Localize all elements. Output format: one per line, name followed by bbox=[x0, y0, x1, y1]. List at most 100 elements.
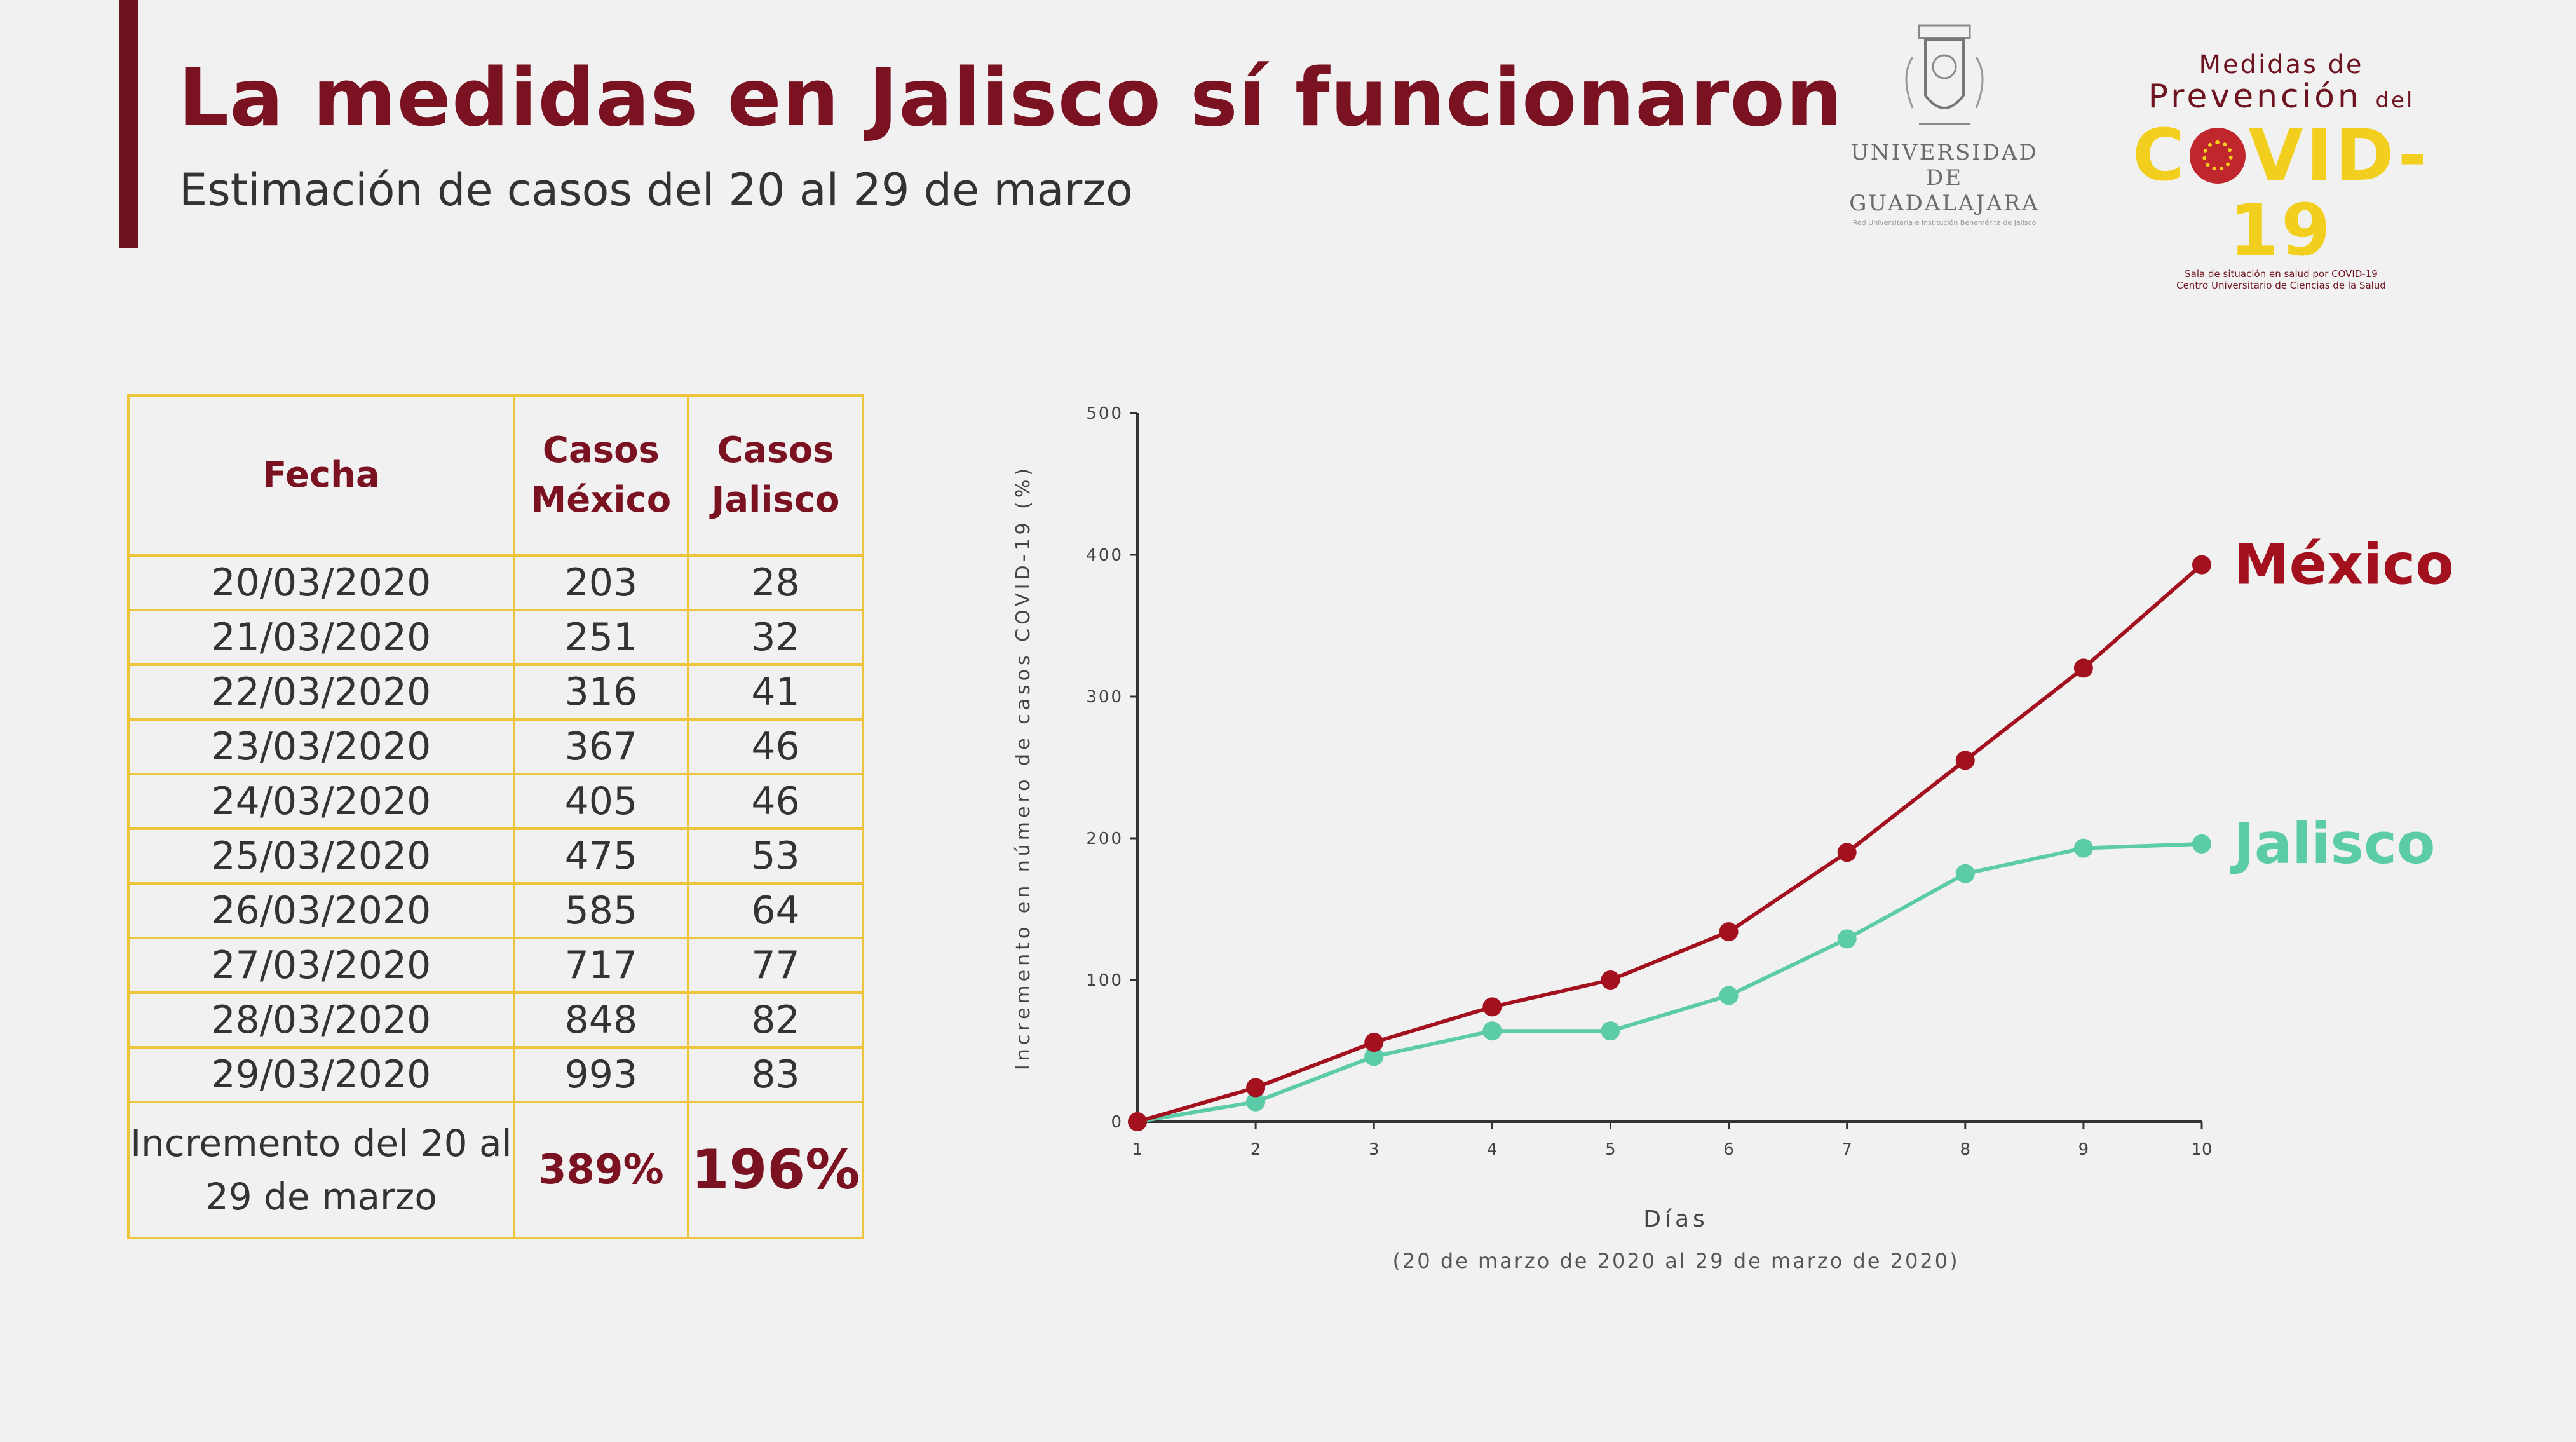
data-point-jalisco bbox=[1246, 1092, 1266, 1112]
table-body: 20/03/2020 203 28 21/03/2020 251 32 22/03/2020… bbox=[127, 554, 864, 1103]
table-row: 25/03/2020 475 53 bbox=[127, 827, 864, 885]
increment-mexico: 389% bbox=[512, 1101, 690, 1239]
data-point-mexico bbox=[1364, 1033, 1384, 1052]
y-tick-label: 100 bbox=[1086, 971, 1123, 990]
cell-fecha: 27/03/2020 bbox=[127, 937, 515, 994]
cell-fecha: 23/03/2020 bbox=[127, 718, 515, 775]
cell-casos-mexico: 251 bbox=[512, 609, 690, 666]
series-label-mexico: México bbox=[2234, 532, 2454, 597]
data-point-jalisco bbox=[1719, 986, 1739, 1005]
cell-casos-jalisco: 32 bbox=[687, 609, 864, 666]
y-ticks: 0 100 200 300 400 500 bbox=[1086, 404, 1137, 1132]
x-ticks: 1 2 3 4 5 6 7 8 9 10 bbox=[1132, 1122, 2213, 1159]
header-casos-jalisco: Casos Jalisco bbox=[687, 394, 864, 557]
x-axis-label: Días bbox=[1643, 1206, 1709, 1232]
data-point-mexico bbox=[1719, 922, 1739, 942]
data-point-jalisco bbox=[1955, 864, 1975, 883]
campaign-brand-end: VID-19 bbox=[2229, 114, 2430, 272]
cell-fecha: 26/03/2020 bbox=[127, 882, 515, 939]
cell-casos-jalisco: 46 bbox=[687, 773, 864, 830]
y-tick-label: 200 bbox=[1086, 829, 1123, 848]
table-row: 22/03/2020 316 41 bbox=[127, 663, 864, 721]
university-name-line2: GUADALAJARA bbox=[1849, 191, 2040, 216]
cell-casos-jalisco: 46 bbox=[687, 718, 864, 775]
title-accent-bar bbox=[119, 0, 138, 248]
data-point-mexico bbox=[1837, 843, 1857, 862]
slide-subtitle: Estimación de casos del 20 al 29 de marz… bbox=[179, 164, 1133, 216]
x-tick-label: 4 bbox=[1487, 1140, 1498, 1159]
cell-fecha: 22/03/2020 bbox=[127, 663, 515, 721]
increment-jalisco: 196% bbox=[687, 1101, 864, 1239]
data-point-mexico bbox=[1482, 997, 1502, 1017]
cell-fecha: 25/03/2020 bbox=[127, 827, 515, 885]
cell-casos-jalisco: 53 bbox=[687, 827, 864, 885]
cell-fecha: 29/03/2020 bbox=[127, 1046, 515, 1103]
x-tick-label: 5 bbox=[1605, 1140, 1616, 1159]
data-point-mexico bbox=[1601, 970, 1620, 990]
campaign-brand-start: C bbox=[2132, 114, 2188, 197]
series-labels: México Jalisco bbox=[2230, 532, 2454, 876]
y-tick-label: 300 bbox=[1086, 688, 1123, 707]
table-row: 24/03/2020 405 46 bbox=[127, 773, 864, 830]
university-tagline: Red Universitaria e Institución Beneméri… bbox=[1852, 219, 2037, 227]
header-casos-mexico: Casos México bbox=[512, 394, 690, 557]
cell-casos-jalisco: 83 bbox=[687, 1046, 864, 1103]
campaign-line1: Medidas de bbox=[2199, 50, 2364, 79]
data-point-mexico bbox=[2192, 555, 2211, 575]
data-point-jalisco bbox=[1482, 1021, 1502, 1041]
cell-casos-jalisco: 77 bbox=[687, 937, 864, 994]
university-logo: UNIVERSIDAD DE GUADALAJARA Red Universit… bbox=[1840, 19, 2049, 227]
campaign-line2: Prevención bbox=[2148, 78, 2362, 116]
cell-casos-jalisco: 41 bbox=[687, 663, 864, 721]
data-point-jalisco bbox=[2073, 838, 2093, 858]
slide-title: La medidas en Jalisco sí funcionaron bbox=[178, 51, 1843, 144]
increment-label: Incremento del 20 al 29 de marzo bbox=[127, 1101, 515, 1239]
cell-fecha: 28/03/2020 bbox=[127, 991, 515, 1049]
data-point-jalisco bbox=[1837, 929, 1857, 949]
table-row: 21/03/2020 251 32 bbox=[127, 609, 864, 666]
campaign-brand: C VID-19 bbox=[2103, 118, 2459, 268]
header-fecha: Fecha bbox=[127, 394, 515, 557]
cell-fecha: 21/03/2020 bbox=[127, 609, 515, 666]
x-tick-label: 9 bbox=[2078, 1140, 2089, 1159]
cell-casos-jalisco: 28 bbox=[687, 554, 864, 611]
data-point-mexico bbox=[2073, 658, 2093, 678]
table-header-row: Fecha Casos México Casos Jalisco bbox=[127, 394, 864, 557]
university-crest-icon bbox=[1905, 24, 1984, 125]
cell-casos-mexico: 367 bbox=[512, 718, 690, 775]
cell-casos-mexico: 405 bbox=[512, 773, 690, 830]
data-point-jalisco bbox=[2192, 834, 2211, 854]
increment-row: Incremento del 20 al 29 de marzo 389% 19… bbox=[127, 1101, 864, 1239]
cell-casos-jalisco: 64 bbox=[687, 882, 864, 939]
data-point-mexico bbox=[1955, 751, 1975, 770]
data-point-jalisco bbox=[1364, 1047, 1384, 1066]
series-lines bbox=[1137, 563, 2203, 1124]
table-row: 26/03/2020 585 64 bbox=[127, 882, 864, 939]
y-tick-label: 0 bbox=[1111, 1113, 1123, 1132]
data-point-mexico bbox=[1246, 1078, 1266, 1098]
cell-casos-mexico: 585 bbox=[512, 882, 690, 939]
series-line-mexico bbox=[1137, 563, 2203, 1124]
virus-icon bbox=[2190, 128, 2246, 184]
cases-table: Fecha Casos México Casos Jalisco 20/03/2… bbox=[127, 394, 864, 1239]
x-tick-label: 8 bbox=[1960, 1140, 1971, 1159]
table-row: 29/03/2020 993 83 bbox=[127, 1046, 864, 1103]
cell-casos-mexico: 203 bbox=[512, 554, 690, 611]
cell-casos-mexico: 993 bbox=[512, 1046, 690, 1103]
y-tick-label: 400 bbox=[1086, 546, 1123, 565]
y-tick-label: 500 bbox=[1086, 404, 1123, 423]
series-points bbox=[1128, 555, 2211, 1131]
campaign-footer2: Centro Universitario de Ciencias de la S… bbox=[2176, 280, 2386, 291]
table-row: 27/03/2020 717 77 bbox=[127, 937, 864, 994]
campaign-line2-suffix: del bbox=[2375, 88, 2415, 113]
y-axis-label: Incremento en número de casos COVID-19 (… bbox=[1012, 465, 1034, 1070]
campaign-line2-wrap: Prevención del bbox=[2103, 79, 2459, 118]
x-axis-sublabel: (20 de marzo de 2020 al 29 de marzo de 2… bbox=[1392, 1249, 1959, 1273]
cell-casos-mexico: 848 bbox=[512, 991, 690, 1049]
cell-casos-mexico: 717 bbox=[512, 937, 690, 994]
cell-casos-mexico: 316 bbox=[512, 663, 690, 721]
increment-line-chart: 0 100 200 300 400 500 1 2 3 4 5 6 7 8 9 10 México Jalis… bbox=[1012, 404, 2454, 1273]
covid-campaign-logo: Medidas de Prevención del C VID-19 Sala d… bbox=[2103, 50, 2459, 291]
campaign-footer1: Sala de situación en salud por COVID-19 bbox=[2185, 268, 2378, 280]
series-label-jalisco: Jalisco bbox=[2230, 811, 2435, 876]
